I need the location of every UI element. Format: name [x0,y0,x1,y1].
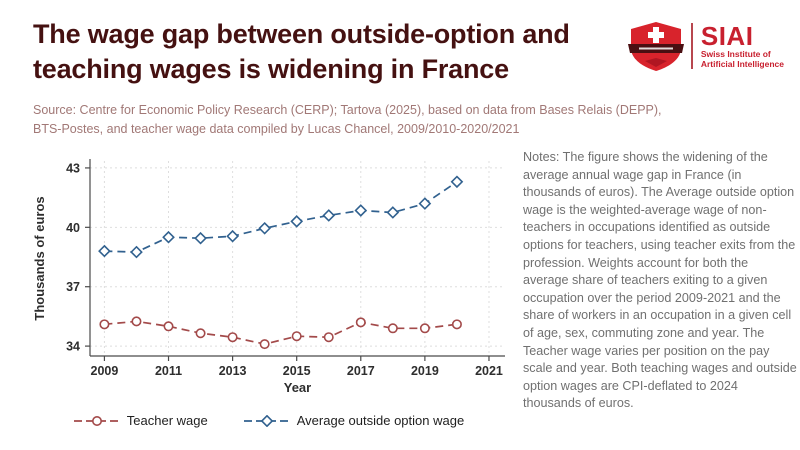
svg-text:2021: 2021 [475,364,503,378]
svg-text:40: 40 [66,221,80,235]
notes-paragraph: Notes: The figure shows the widening of … [523,150,797,411]
svg-text:2011: 2011 [155,364,182,378]
siai-shield-icon [627,22,684,71]
legend-label-teacher-wage: Teacher wage [126,413,208,428]
legend-item-teacher-wage: Teacher wage [73,413,208,428]
svg-text:2009: 2009 [91,364,119,378]
logo-text: SIAI Swiss Institute of Artificial Intel… [700,20,784,69]
svg-text:2013: 2013 [219,364,247,378]
legend-item-outside-option-wage: Average outside option wage [243,413,465,428]
svg-text:43: 43 [66,161,80,175]
svg-text:2017: 2017 [347,364,375,378]
svg-text:Year: Year [284,380,311,395]
logo-wordmark: SIAI [700,20,754,51]
wage-gap-chart: 34 37 40 43 2009 2011 2013 2015 2017 2019 2021 Thou… [18,150,520,428]
page-title: The wage gap between outside-option and … [33,19,570,84]
logo-subtitle-line1: Swiss Institute of [700,48,771,59]
outside-option-line-sample-icon [243,414,290,427]
chart-legend: Teacher wage Average outside option wage [18,413,520,428]
source-note: Source: Centre for Economic Policy Resea… [33,101,662,139]
teacher-wage-line-sample-icon [73,415,120,426]
source-line-1: Source: Centre for Economic Policy Resea… [33,103,662,117]
svg-text:2015: 2015 [283,364,311,378]
svg-text:2019: 2019 [411,364,439,378]
line-chart-canvas: 34 37 40 43 2009 2011 2013 2015 2017 2019 2021 Thou… [32,159,505,395]
logo-subtitle-line2: Artificial Intelligence [700,58,784,69]
svg-text:34: 34 [66,340,80,354]
siai-logo: SIAI Swiss Institute of Artificial Intel… [627,20,784,72]
logo-divider [690,23,693,69]
svg-text:Thousands of euros: Thousands of euros [32,196,47,320]
source-line-2: BTS-Postes, and teacher wage data compil… [33,122,520,136]
legend-label-outside-option-wage: Average outside option wage [296,413,465,428]
svg-text:37: 37 [66,280,80,294]
